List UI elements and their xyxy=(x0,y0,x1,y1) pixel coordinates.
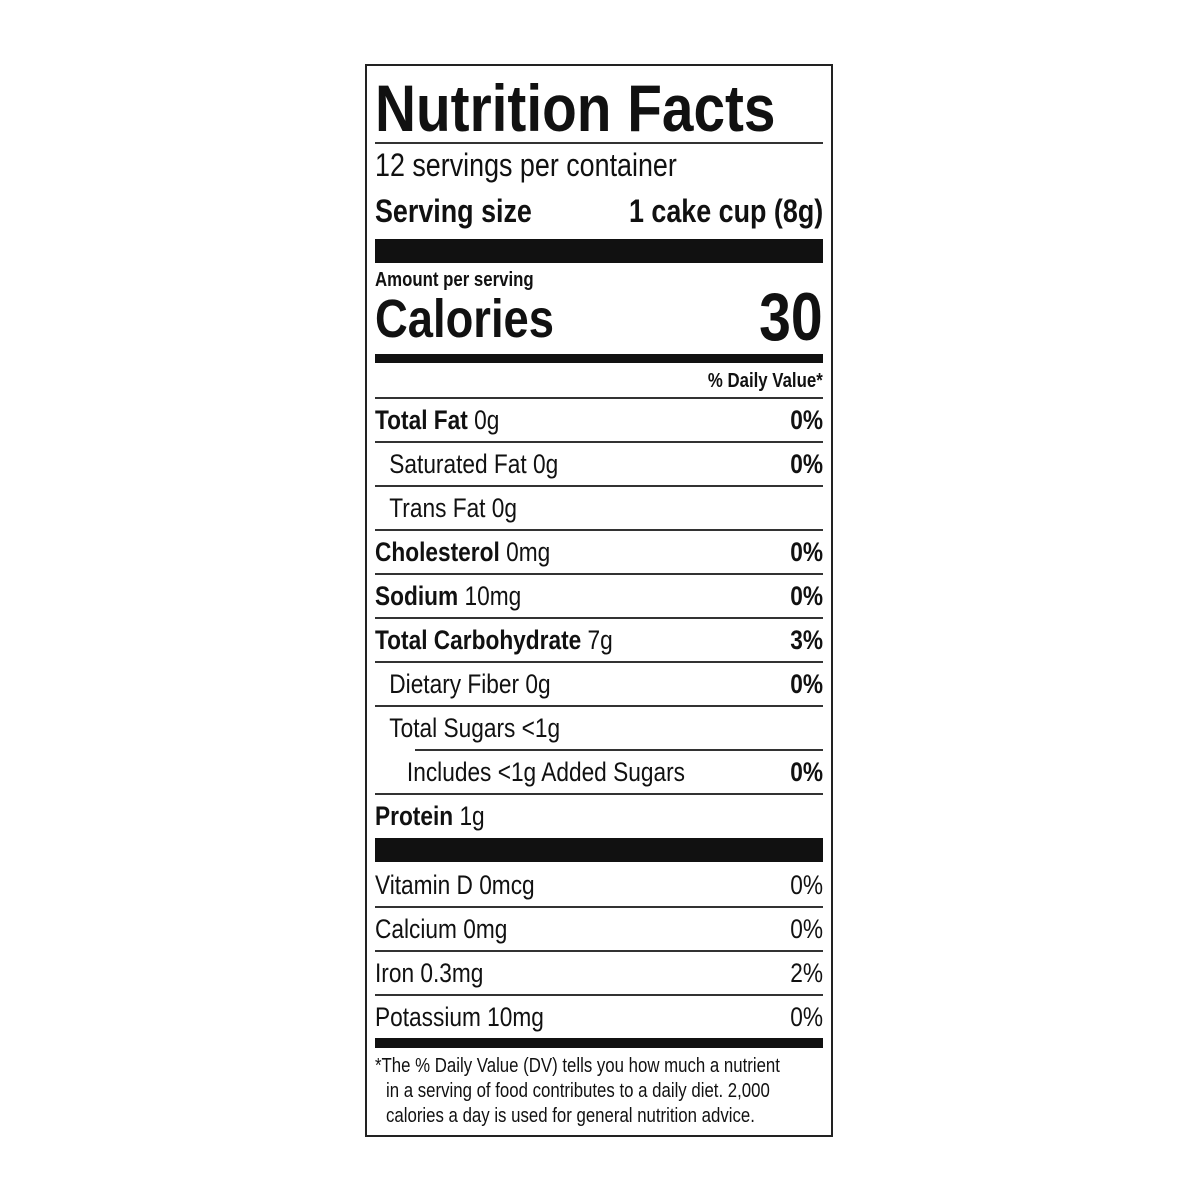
vitamin-row: Vitamin D 0mcg 0% xyxy=(375,863,823,907)
calories-value: 30 xyxy=(759,279,823,355)
nutrient-row: Includes <1g Added Sugars 0% xyxy=(375,750,823,794)
divider xyxy=(375,994,823,996)
nutrient-daily-value: 3% xyxy=(790,625,823,655)
medium-divider xyxy=(375,354,823,363)
vitamin-daily-value: 0% xyxy=(790,870,823,900)
daily-value-header: % Daily Value* xyxy=(708,370,823,392)
nutrient-label: Saturated Fat 0g xyxy=(375,442,558,486)
nutrient-daily-value: 0% xyxy=(790,537,823,567)
nutrient-row: Saturated Fat 0g 0% xyxy=(375,442,823,486)
divider xyxy=(375,661,823,663)
nutrient-name: Trans Fat xyxy=(389,493,486,523)
calories-row: Calories 30 xyxy=(375,279,823,355)
divider xyxy=(375,705,823,707)
divider xyxy=(375,906,823,908)
nutrient-label: Trans Fat 0g xyxy=(375,486,517,530)
nutrient-row: Cholesterol 0mg 0% xyxy=(375,530,823,574)
nutrition-facts-label: Nutrition Facts 12 servings per containe… xyxy=(365,64,833,1137)
vitamin-label: Iron 0.3mg xyxy=(375,958,484,988)
vitamin-row: Calcium 0mg 0% xyxy=(375,907,823,951)
nutrient-daily-value: 0% xyxy=(790,669,823,699)
nutrient-amount: <1g xyxy=(521,713,561,743)
nutrient-row: Trans Fat 0g xyxy=(375,486,823,530)
nutrient-row: Protein 1g xyxy=(375,794,823,838)
nutrient-amount: 0g xyxy=(491,493,518,523)
nutrient-name: Includes <1g Added Sugars xyxy=(406,757,685,787)
divider xyxy=(415,749,823,751)
vitamin-label: Calcium 0mg xyxy=(375,914,508,944)
nutrient-name: Total Sugars xyxy=(389,713,516,743)
nutrient-daily-value: 0% xyxy=(790,757,823,787)
nutrient-label: Total Carbohydrate 7g xyxy=(375,618,613,662)
divider xyxy=(375,793,823,795)
nutrient-name: Total Carbohydrate xyxy=(375,625,582,655)
vitamin-daily-value: 0% xyxy=(790,914,823,944)
nutrient-row: Total Fat 0g 0% xyxy=(375,398,823,442)
nutrient-label: Protein 1g xyxy=(375,794,485,838)
nutrient-label: Dietary Fiber 0g xyxy=(375,662,551,706)
servings-per-container: 12 servings per container xyxy=(375,147,677,183)
nutrient-row: Total Sugars <1g xyxy=(375,706,823,750)
vitamin-label: Vitamin D 0mcg xyxy=(375,870,535,900)
label-title: Nutrition Facts xyxy=(375,71,776,145)
nutrient-row: Sodium 10mg 0% xyxy=(375,574,823,618)
nutrient-label: Sodium 10mg xyxy=(375,574,521,618)
divider xyxy=(375,142,823,144)
vitamin-row: Potassium 10mg 0% xyxy=(375,995,823,1039)
nutrient-amount: 0g xyxy=(533,449,559,479)
vitamin-label: Potassium 10mg xyxy=(375,1002,544,1032)
nutrient-amount: 1g xyxy=(459,801,485,831)
vitamin-daily-value: 2% xyxy=(790,958,823,988)
divider xyxy=(375,441,823,443)
divider xyxy=(375,529,823,531)
divider xyxy=(375,617,823,619)
nutrient-name: Dietary Fiber xyxy=(389,669,520,699)
nutrient-label: Includes <1g Added Sugars xyxy=(375,750,685,794)
nutrient-label: Total Sugars <1g xyxy=(375,706,560,750)
nutrient-amount: 0g xyxy=(525,669,551,699)
nutrient-amount: 0g xyxy=(474,405,500,435)
medium-divider xyxy=(375,1038,823,1048)
nutrient-amount: 7g xyxy=(587,625,613,655)
nutrient-daily-value: 0% xyxy=(790,449,823,479)
nutrient-amount: 10mg xyxy=(464,581,522,611)
thick-divider xyxy=(375,239,823,263)
nutrient-name: Sodium xyxy=(375,581,459,611)
footnote: *The % Daily Value (DV) tells you how mu… xyxy=(375,1055,780,1127)
divider xyxy=(375,397,823,399)
nutrient-name: Protein xyxy=(375,801,454,831)
thick-divider xyxy=(375,838,823,862)
serving-size: Serving size 1 cake cup (8g) xyxy=(375,193,823,229)
calories-label: Calories xyxy=(375,289,555,349)
nutrient-name: Total Fat xyxy=(375,405,468,435)
nutrient-daily-value: 0% xyxy=(790,581,823,611)
nutrient-label: Cholesterol 0mg xyxy=(375,530,550,574)
amount-per-serving: Amount per serving xyxy=(375,269,534,291)
nutrient-row: Total Carbohydrate 7g 3% xyxy=(375,618,823,662)
nutrient-name: Saturated Fat xyxy=(389,449,527,479)
divider xyxy=(375,485,823,487)
divider xyxy=(375,950,823,952)
vitamin-daily-value: 0% xyxy=(790,1002,823,1032)
nutrient-row: Dietary Fiber 0g 0% xyxy=(375,662,823,706)
nutrient-daily-value: 0% xyxy=(790,405,823,435)
divider xyxy=(375,573,823,575)
nutrient-label: Total Fat 0g xyxy=(375,398,499,442)
nutrient-name: Cholesterol xyxy=(375,537,500,567)
vitamin-row: Iron 0.3mg 2% xyxy=(375,951,823,995)
nutrient-amount: 0mg xyxy=(506,537,551,567)
